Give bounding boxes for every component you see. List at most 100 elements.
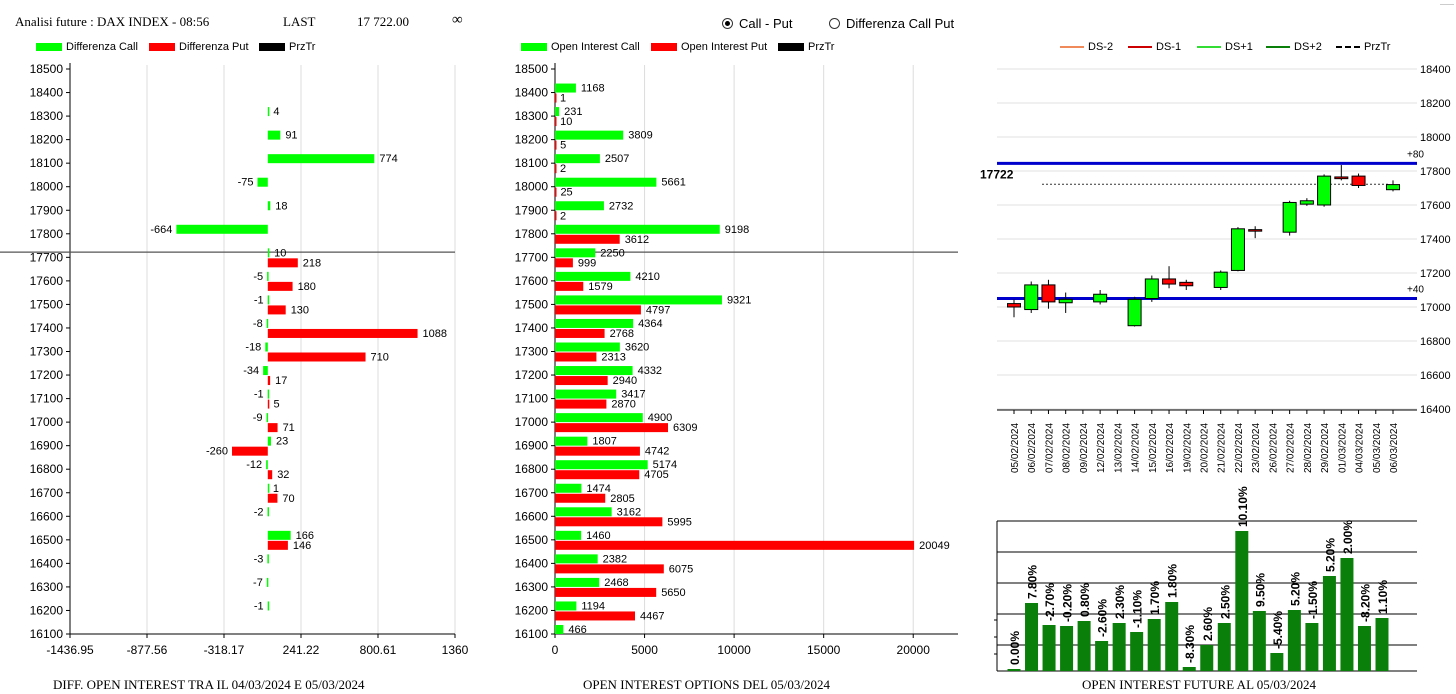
radio-differenza-dot[interactable] — [829, 18, 840, 29]
infinity-icon[interactable]: ∞ — [452, 12, 463, 28]
date-label: 19/02/2024 — [1182, 423, 1193, 473]
bar-value-label: 5 — [273, 399, 279, 411]
candle-body — [1162, 278, 1177, 285]
y-tick-label: 16900 — [30, 439, 64, 453]
legend-label: Open Interest Call — [551, 41, 640, 53]
bar-value-label: 3620 — [625, 342, 649, 354]
y-tick-label: 16400 — [515, 556, 549, 570]
date-label: 16/02/2024 — [1165, 423, 1176, 473]
oi-bar — [1357, 626, 1371, 671]
bar-value-label: 1168 — [581, 83, 605, 95]
last-value: 17 722.00 — [357, 14, 409, 29]
x-tick-label: 15000 — [807, 643, 841, 657]
call-bar — [267, 436, 271, 446]
call-bar — [267, 107, 270, 117]
oi-bar — [1235, 531, 1249, 671]
bar-value-label: -7 — [253, 577, 263, 589]
y-tick-label: 18000 — [30, 180, 64, 194]
legend-ds+2: DS+2 — [1266, 41, 1322, 53]
call-bar — [267, 389, 270, 399]
bar-value-label: 6075 — [669, 563, 693, 575]
y-tick-label: 16300 — [30, 580, 64, 594]
y-tick-label: 16700 — [30, 486, 64, 500]
y-tick-label: 17100 — [515, 392, 549, 406]
y-tick-label: 17700 — [30, 250, 64, 264]
bar-value-label: 4 — [273, 106, 279, 118]
y-tick-label: 17500 — [30, 297, 64, 311]
bar-value-label: 18 — [275, 200, 287, 212]
y-tick-label: 17700 — [515, 250, 549, 264]
call-bar — [267, 295, 270, 305]
call-bar — [555, 107, 560, 117]
bar-value-label: -8 — [253, 318, 263, 330]
bar-value-label: 4705 — [644, 469, 668, 481]
call-bar — [555, 154, 600, 164]
bar-value-label: 2 — [560, 210, 566, 222]
radio-call-put-label: Call - Put — [739, 16, 793, 31]
date-label: 13/02/2024 — [1113, 423, 1124, 473]
put-bar — [267, 423, 278, 433]
legend-prztr-1: PrzTr — [259, 41, 315, 53]
call-bar — [267, 248, 270, 258]
date-label: 21/02/2024 — [1217, 423, 1228, 473]
bar-value-label: -2 — [254, 506, 264, 518]
candle-body — [1351, 175, 1366, 186]
bar-value-label: 3162 — [617, 506, 641, 518]
oi-bar — [1340, 558, 1354, 671]
put-bar — [555, 187, 557, 197]
call-bar — [555, 389, 617, 399]
oi-bar — [1042, 625, 1056, 671]
candle-body — [1041, 284, 1056, 303]
bar-value-label: 231 — [564, 106, 582, 118]
y-tick-label: 17200 — [1420, 268, 1451, 280]
level-label: +80 — [1407, 149, 1424, 160]
bar-value-label: 6309 — [673, 422, 697, 434]
oi-bar-label: -2.70% — [1043, 583, 1057, 621]
candle-body — [1179, 281, 1194, 287]
bar-value-label: 2507 — [605, 153, 629, 165]
bar-value-label: 23 — [276, 436, 288, 448]
radio-call-put[interactable]: Call - Put — [722, 16, 792, 31]
level-label: +40 — [1407, 285, 1424, 296]
y-tick-label: 17400 — [1420, 234, 1451, 246]
bar-value-label: -18 — [245, 342, 261, 354]
legend-oi-call: Open Interest Call — [521, 41, 640, 53]
oi-bar-label: -5.40% — [1271, 611, 1285, 649]
bar-value-label: 1807 — [592, 436, 616, 448]
legend-label: PrzTr — [1364, 41, 1391, 53]
call-bar — [555, 601, 577, 611]
bar-value-label: 999 — [578, 257, 596, 269]
bar-value-label: 1579 — [588, 281, 612, 293]
call-bar — [267, 507, 270, 517]
bar-value-label: -1 — [254, 600, 264, 612]
y-tick-label: 17800 — [515, 227, 549, 241]
bar-value-label: 710 — [371, 352, 389, 364]
radio-differenza-call-put[interactable]: Differenza Call Put — [829, 16, 954, 31]
put-bar — [555, 352, 597, 362]
bar-value-label: 130 — [291, 304, 309, 316]
oi-bar — [1270, 653, 1284, 671]
oi-bar — [1252, 611, 1266, 671]
call-bar — [555, 625, 564, 634]
legend-line-price — [1336, 46, 1360, 48]
bar-value-label: 10 — [560, 116, 572, 128]
put-bar — [555, 470, 640, 480]
date-label: 29/02/2024 — [1320, 423, 1331, 473]
bar-value-label: 3612 — [625, 234, 649, 246]
legend-label: DS-2 — [1088, 41, 1114, 53]
oi-bar-label: -8.30% — [1183, 625, 1197, 663]
call-bar — [555, 318, 634, 328]
call-bar — [266, 413, 269, 423]
legend-line-ds+2 — [1266, 46, 1290, 48]
y-tick-label: 18400 — [515, 86, 549, 100]
oi-bar-label: 0.80% — [1078, 583, 1092, 617]
y-tick-label: 18100 — [30, 156, 64, 170]
legend-line-ds-2 — [1060, 46, 1084, 48]
date-label: 27/02/2024 — [1286, 423, 1297, 473]
y-tick-label: 18400 — [1420, 64, 1451, 76]
bar-value-label: 4742 — [645, 446, 669, 458]
oi-bar-label: -0.20% — [1061, 584, 1075, 622]
call-bar — [555, 436, 588, 446]
window-corner-control[interactable] — [1440, 0, 1454, 5]
radio-call-put-dot[interactable] — [722, 18, 733, 29]
